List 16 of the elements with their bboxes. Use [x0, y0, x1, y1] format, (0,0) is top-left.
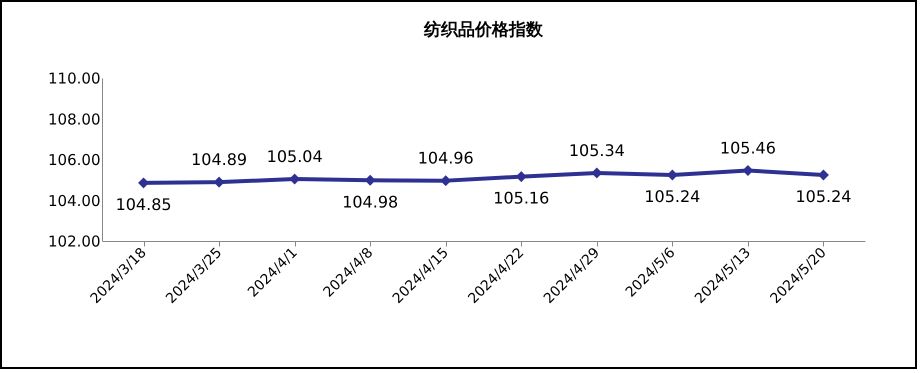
data-label: 105.46: [720, 138, 776, 158]
data-label: 105.16: [493, 188, 550, 208]
y-tick-label: 106.00: [48, 151, 100, 169]
data-label: 104.96: [418, 148, 474, 168]
data-label: 104.85: [116, 194, 172, 214]
data-label: 104.98: [342, 192, 398, 212]
data-label: 104.89: [191, 150, 248, 170]
data-label: 105.24: [795, 186, 852, 206]
data-label: 105.24: [644, 186, 700, 206]
data-label: 105.34: [568, 140, 625, 160]
data-label: 105.04: [266, 147, 323, 166]
y-tick-label: 104.00: [48, 192, 100, 210]
chart-title: 纺织品价格指数: [423, 20, 544, 40]
y-tick-label: 102.00: [48, 232, 100, 250]
y-tick-label: 108.00: [48, 110, 100, 128]
y-tick-label: 110.00: [48, 70, 100, 88]
